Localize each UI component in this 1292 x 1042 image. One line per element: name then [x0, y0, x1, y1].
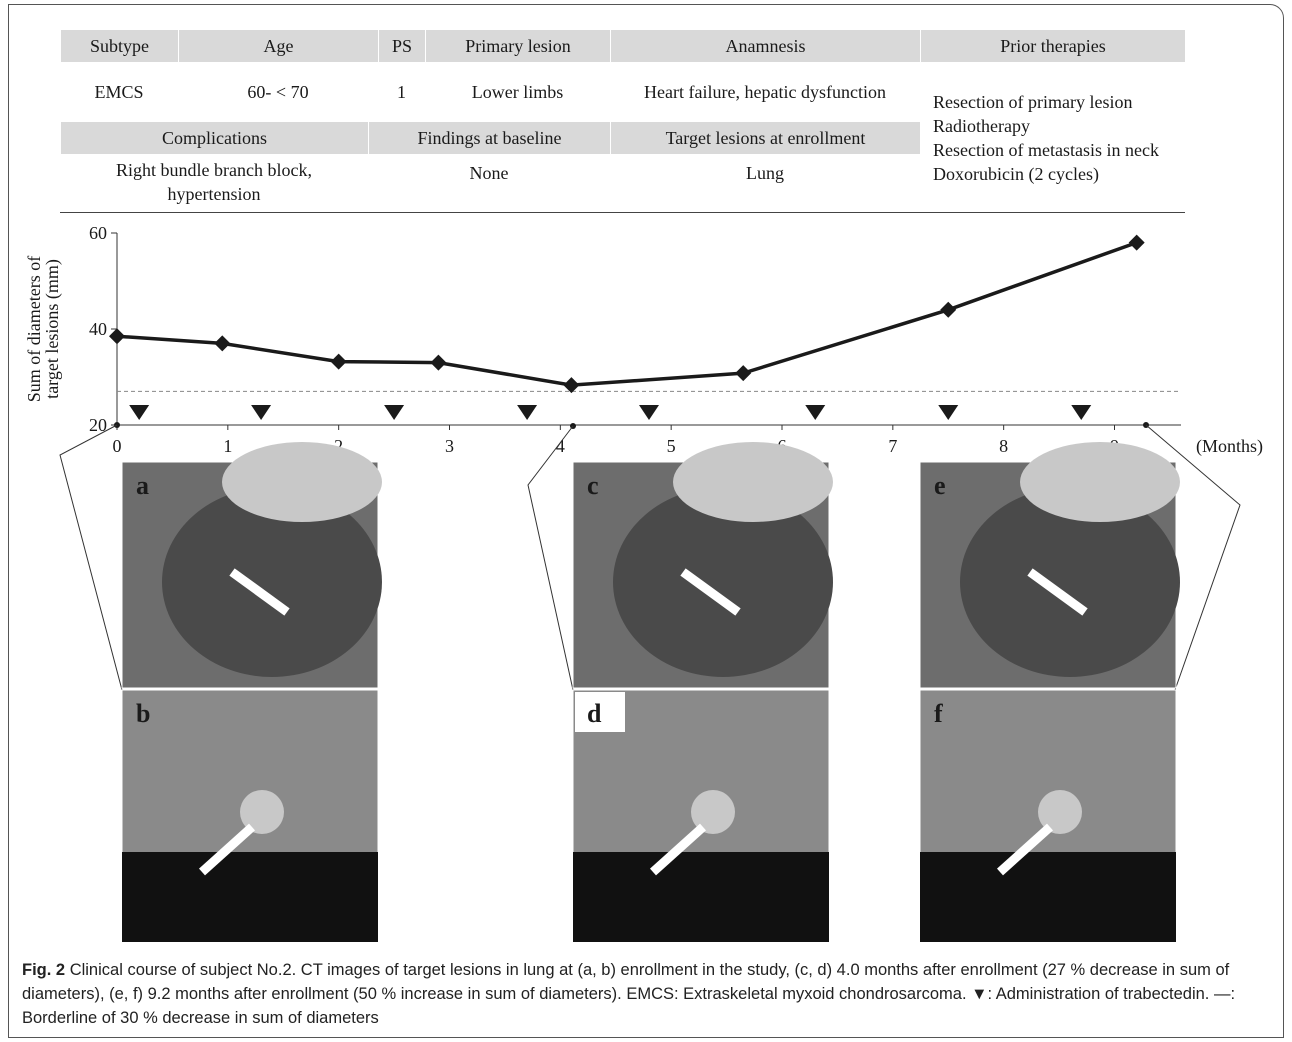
x-tick-label: 7 — [888, 436, 897, 456]
dark-region — [122, 852, 378, 942]
caption-text: Clinical course of subject No.2. CT imag… — [22, 961, 1235, 1027]
dark-region — [573, 852, 829, 942]
data-point — [563, 377, 579, 393]
administration-marker — [938, 405, 958, 420]
administration-marker — [251, 405, 271, 420]
caption-label: Fig. 2 — [22, 961, 65, 979]
heart — [222, 442, 382, 522]
y-axis-label: target lesions (mm) — [42, 259, 63, 399]
y-tick-label: 60 — [89, 223, 107, 243]
connector — [60, 425, 122, 690]
x-tick-label: 5 — [667, 436, 676, 456]
panel-label: e — [934, 471, 946, 500]
panel-label: d — [587, 699, 602, 728]
panel-label: b — [136, 699, 150, 728]
connector — [528, 426, 573, 690]
y-tick-label: 40 — [89, 319, 107, 339]
heart — [673, 442, 833, 522]
data-point — [1129, 235, 1145, 251]
data-point — [430, 355, 446, 371]
x-tick-label: 1 — [223, 436, 232, 456]
data-line — [117, 243, 1137, 386]
panel-label: a — [136, 471, 149, 500]
panel-label: c — [587, 471, 599, 500]
administration-marker — [639, 405, 659, 420]
chart: 2040600123456789(Months)Sum of diameters… — [0, 0, 1292, 950]
x-tick-label: 3 — [445, 436, 454, 456]
x-tick-label: 0 — [113, 436, 122, 456]
dark-region — [920, 852, 1176, 942]
administration-marker — [384, 405, 404, 420]
x-axis-label: (Months) — [1196, 436, 1263, 457]
heart — [1020, 442, 1180, 522]
data-point — [214, 335, 230, 351]
administration-marker — [129, 405, 149, 420]
data-point — [331, 354, 347, 370]
y-axis-label: Sum of diameters of — [24, 256, 44, 402]
administration-marker — [517, 405, 537, 420]
administration-marker — [1071, 405, 1091, 420]
page: Subtype Age PS Primary lesion Anamnesis … — [0, 0, 1292, 1042]
caption: Fig. 2 Clinical course of subject No.2. … — [22, 958, 1272, 1030]
administration-marker — [805, 405, 825, 420]
data-point — [109, 328, 125, 344]
x-tick-label: 8 — [999, 436, 1008, 456]
data-point — [735, 365, 751, 381]
data-point — [940, 302, 956, 318]
panel-label: f — [934, 699, 943, 728]
